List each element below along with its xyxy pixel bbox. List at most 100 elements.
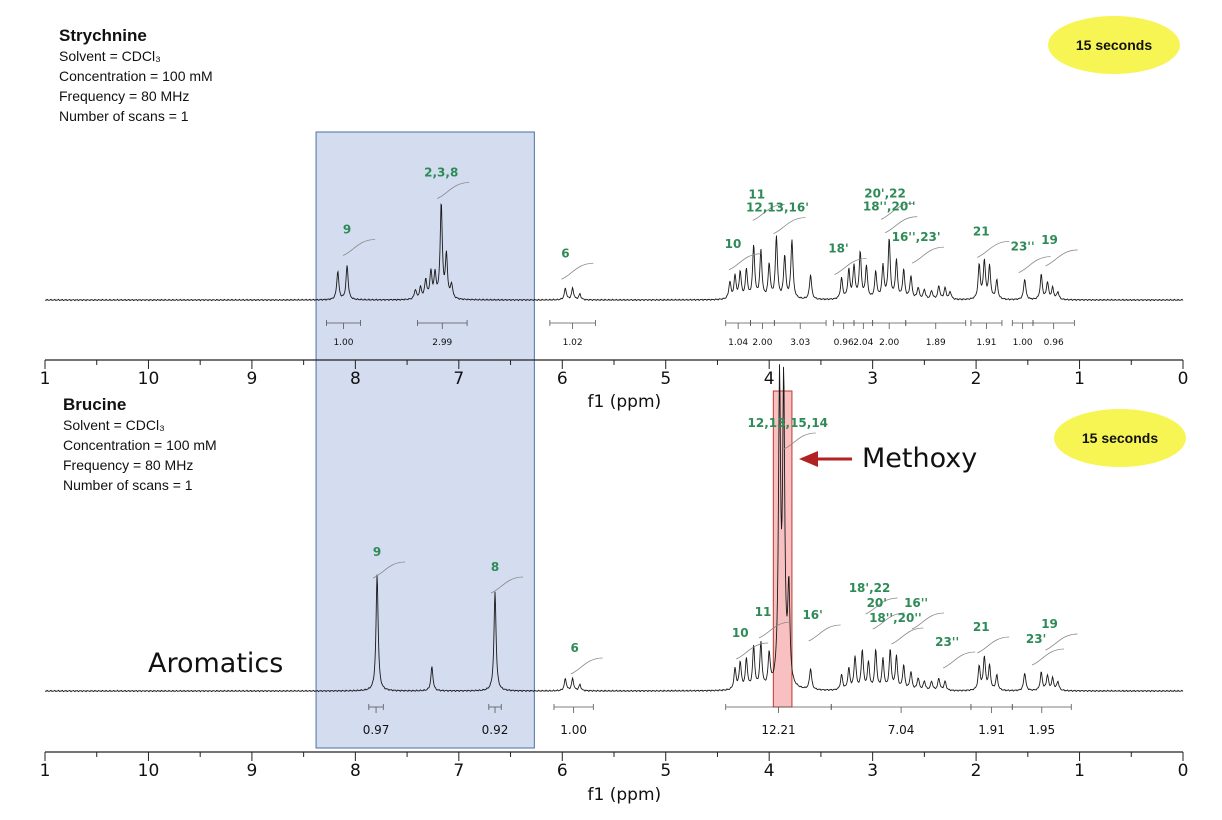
brucine-tick-label: 1 (1074, 761, 1085, 781)
strychnine-integral-value: 2.99 (432, 338, 452, 348)
strychnine-peak-assignment: 18' (828, 242, 848, 256)
strychnine-peak-assignment: 21 (973, 224, 990, 238)
brucine-tick-label: 5 (660, 761, 671, 781)
brucine-integral-curve (942, 651, 976, 669)
strychnine-integral-curve (773, 217, 806, 235)
brucine-tick-label: 9 (246, 761, 257, 781)
brucine-integral-curve (865, 597, 898, 615)
brucine-peak-assignment: 16'' (904, 596, 928, 610)
brucine-concentration: Concentration = 100 mM (63, 437, 217, 453)
strychnine-solvent: Solvent = CDCl₃ (59, 48, 161, 64)
brucine-scans: Number of scans = 1 (63, 477, 193, 493)
strychnine-integral-value: 2.04 (853, 338, 873, 348)
aromatic-region-highlight (315, 131, 535, 749)
strychnine-integral-curve (728, 253, 761, 271)
brucine-info-block: Brucine Solvent = CDCl₃ Concentration = … (63, 395, 463, 495)
annotation-layer (799, 451, 852, 467)
brucine-tick-label: 4 (764, 761, 775, 781)
strychnine-tick-label: 5 (660, 369, 671, 389)
brucine-solvent: Solvent = CDCl₃ (63, 417, 165, 433)
strychnine-time-badge: 15 seconds (1048, 16, 1180, 74)
brucine-integral-curve (758, 621, 791, 639)
strychnine-integral-value: 1.00 (333, 338, 353, 348)
strychnine-peak-assignment: 18'',20'' (863, 200, 916, 214)
strychnine-integral-curve (977, 241, 1010, 258)
brucine-integral-curve (490, 576, 524, 594)
strychnine-peak-assignment: 6 (561, 246, 569, 260)
brucine-integral-curve (736, 642, 769, 660)
brucine-tick-label: 10 (138, 761, 160, 781)
strychnine-info-block: Strychnine Solvent = CDCl₃ Concentration… (59, 26, 459, 126)
strychnine-tick-label: 7 (453, 369, 464, 389)
strychnine-scans: Number of scans = 1 (59, 108, 189, 124)
strychnine-tick-label: 6 (557, 369, 568, 389)
strychnine-peak-assignment: 10 (725, 237, 742, 251)
strychnine-peak-assignment: 2,3,8 (424, 166, 458, 180)
methoxy-label: Methoxy (862, 443, 978, 474)
highlight-regions (315, 131, 793, 749)
strychnine-integral-value: 0.96 (834, 338, 854, 348)
strychnine-concentration: Concentration = 100 mM (59, 68, 213, 84)
strychnine-integral-curve (885, 216, 918, 234)
strychnine-compound-title: Strychnine (59, 26, 147, 45)
brucine-peak-assignment: 12,13,15,14 (748, 416, 828, 430)
brucine-time-badge: 15 seconds (1054, 409, 1186, 467)
strychnine-spectrum-line (44, 203, 1184, 302)
strychnine-peak-assignment: 12,13,16' (746, 201, 809, 215)
brucine-peak-assignment: 18'',20'' (869, 611, 922, 625)
brucine-integral-value: 7.04 (888, 723, 915, 737)
strychnine-tick-label: 2 (971, 369, 982, 389)
brucine-peak-assignment: 20' (867, 596, 887, 610)
strychnine-integral-value: 2.00 (752, 338, 772, 348)
strychnine-integral-value: 1.00 (1013, 338, 1033, 348)
brucine-integral-value: 1.91 (978, 723, 1005, 737)
brucine-tick-label: 6 (557, 761, 568, 781)
brucine-integral-curve (977, 636, 1010, 654)
strychnine-integral-curve (342, 239, 376, 256)
strychnine-peak-assignment: 16'',23' (892, 230, 941, 244)
brucine-peak-assignment: 8 (491, 560, 499, 574)
brucine-peak-assignment: 16' (802, 608, 822, 622)
strychnine-tick-label: 10 (138, 369, 160, 389)
brucine-peak-assignment: 21 (973, 620, 990, 634)
strychnine-integral-value: 1.04 (728, 338, 748, 348)
brucine-peak-assignment: 23'' (935, 635, 959, 649)
strychnine-integral-curve (437, 182, 470, 199)
brucine-tick-label: 0 (1178, 761, 1189, 781)
brucine-peak-assignment: 10 (732, 626, 749, 640)
strychnine-tick-label: 3 (867, 369, 878, 389)
strychnine-integral-value: 3.03 (790, 338, 810, 348)
brucine-integral-value: 12.21 (761, 723, 795, 737)
brucine-integral-curve (1031, 648, 1065, 666)
strychnine-integral-curve (834, 258, 867, 275)
strychnine-peak-assignment: 23'' (1011, 240, 1035, 254)
brucine-integral-value: 0.92 (482, 723, 509, 737)
strychnine-integral-curve (880, 203, 914, 220)
strychnine-integral-curve (561, 262, 594, 280)
brucine-integral-curve (570, 657, 603, 675)
strychnine-peak-assignment: 20',22 (864, 186, 906, 200)
strychnine-peak-assignment: 19 (1041, 233, 1058, 247)
brucine-spectrum-line (44, 364, 1184, 693)
methoxy-arrow-head (799, 451, 818, 467)
brucine-tick-label: 8 (350, 761, 361, 781)
brucine-tick-label: 2 (971, 761, 982, 781)
strychnine-integral-value: 0.96 (1044, 338, 1064, 348)
strychnine-tick-label: 8 (350, 369, 361, 389)
brucine-peak-assignment: 6 (571, 641, 579, 655)
brucine-integral-curve (783, 432, 816, 450)
brucine-integral-curve (1045, 633, 1078, 651)
strychnine-integral-value: 1.89 (926, 338, 946, 348)
brucine-tick-label: 7 (453, 761, 464, 781)
brucine-integral-value: 1.00 (560, 723, 587, 737)
strychnine-integral-curve (1045, 249, 1078, 267)
brucine-tick-label: 3 (867, 761, 878, 781)
brucine-integral-curve (808, 624, 841, 642)
brucine-integral-value: 1.95 (1028, 723, 1055, 737)
strychnine-integral-curve (911, 246, 945, 264)
strychnine-integral-curve (1018, 256, 1051, 273)
strychnine-integral-value: 1.91 (976, 338, 996, 348)
strychnine-peak-assignment: 11 (748, 187, 765, 201)
brucine-compound-title: Brucine (63, 395, 127, 414)
strychnine-integral-curve (752, 203, 785, 221)
